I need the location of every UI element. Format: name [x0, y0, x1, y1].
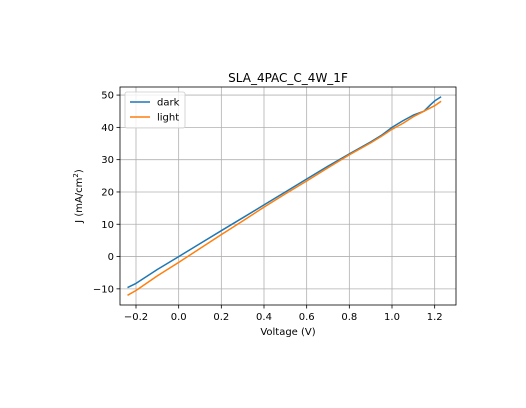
legend-label-light: light: [157, 113, 179, 124]
legend-box: [124, 91, 186, 129]
x-tick-label: 0.4: [256, 312, 272, 323]
ticks: −0.2 0.0 0.2 0.4 0.6 0.8 1.0 1.2 −10 0 10 20 30 40 50: [93, 91, 443, 323]
y-axis-label-superscript: 2: [72, 173, 80, 177]
y-tick-label: 10: [101, 220, 114, 231]
x-tick-label: 0.8: [341, 312, 357, 323]
chart-title: SLA_4PAC_C_4W_1F: [228, 71, 348, 85]
y-axis-label-main: J (mA/cm: [74, 178, 85, 224]
x-tick-label: 0.2: [213, 312, 229, 323]
y-tick-label: 0: [108, 252, 114, 263]
y-tick-label: −10: [93, 284, 114, 295]
y-tick-label: 40: [101, 123, 114, 134]
plot-frame: [119, 86, 457, 306]
legend: dark light: [124, 91, 186, 129]
y-tick-label: 20: [101, 187, 114, 198]
x-axis-label: Voltage (V): [260, 327, 315, 338]
y-axis-label: J (mA/cm2): [72, 169, 85, 224]
x-tick-label: 0.6: [299, 312, 315, 323]
legend-items: dark light: [130, 98, 180, 124]
y-axis-label-close: ): [74, 169, 85, 173]
x-tick-label: 1.2: [427, 312, 443, 323]
series-line-light: [127, 100, 442, 296]
legend-label-dark: dark: [157, 98, 180, 109]
x-tick-label: 0.0: [171, 312, 187, 323]
x-tick-label: −0.2: [124, 312, 148, 323]
series-lines: [127, 96, 442, 296]
y-tick-label: 30: [101, 155, 114, 166]
y-tick-label: 50: [101, 91, 114, 102]
grid: [120, 87, 456, 305]
x-tick-label: 1.0: [384, 312, 400, 323]
